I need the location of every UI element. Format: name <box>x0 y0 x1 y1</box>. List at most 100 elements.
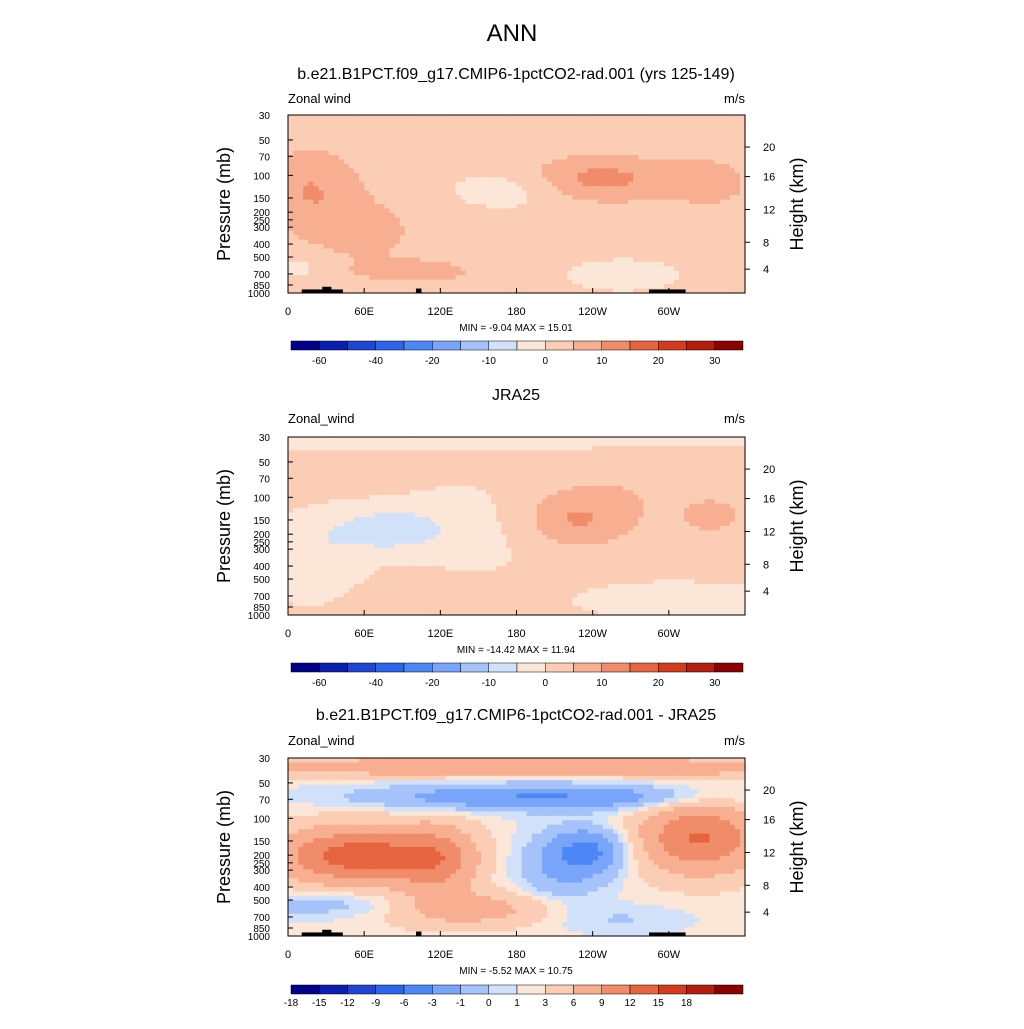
heatmap-cell <box>537 200 543 205</box>
heatmap-cell <box>613 240 619 245</box>
heatmap-cell <box>379 195 385 200</box>
heatmap-cell <box>471 455 477 460</box>
heatmap-cell <box>364 128 370 133</box>
heatmap-cell <box>359 133 365 138</box>
heatmap-cell <box>354 137 360 142</box>
heatmap-cell <box>588 262 594 267</box>
heatmap-cell <box>506 213 512 218</box>
heatmap-cell <box>735 459 741 464</box>
heatmap-cell <box>542 204 548 209</box>
heatmap-cell <box>628 240 634 245</box>
heatmap-cell <box>638 124 644 129</box>
heatmap-cell <box>532 486 538 491</box>
heatmap-cell <box>344 186 350 191</box>
heatmap-cell <box>730 124 736 129</box>
heatmap-cell <box>308 200 314 205</box>
heatmap-cell <box>572 266 578 271</box>
heatmap-cell <box>511 204 517 209</box>
heatmap-cell <box>725 486 731 491</box>
heatmap-cell <box>334 459 340 464</box>
heatmap-cell <box>659 446 665 451</box>
heatmap-cell <box>638 160 644 165</box>
heatmap-cell <box>649 160 655 165</box>
heatmap-cell <box>654 482 660 487</box>
heatmap-cell <box>384 133 390 138</box>
heatmap-cell <box>664 486 670 491</box>
heatmap-cell <box>461 133 467 138</box>
heatmap-cell <box>679 455 685 460</box>
heatmap-cell <box>517 253 523 258</box>
heatmap-cell <box>298 455 304 460</box>
heatmap-cell <box>547 240 553 245</box>
heatmap-cell <box>603 249 609 254</box>
heatmap-cell <box>318 213 324 218</box>
heatmap-cell <box>689 177 695 182</box>
heatmap-cell <box>308 133 314 138</box>
heatmap-cell <box>511 441 517 446</box>
heatmap-cell <box>679 477 685 482</box>
heatmap-cell <box>293 441 299 446</box>
heatmap-cell <box>456 226 462 231</box>
heatmap-cell <box>638 284 644 289</box>
heatmap-cell <box>557 191 563 196</box>
heatmap-cell <box>298 450 304 455</box>
heatmap-cell <box>593 177 599 182</box>
heatmap-cell <box>537 446 543 451</box>
heatmap-cell <box>506 164 512 169</box>
heatmap-cell <box>405 200 411 205</box>
heatmap-cell <box>664 182 670 187</box>
heatmap-cell <box>461 266 467 271</box>
heatmap-cell <box>364 115 370 120</box>
heatmap-cell <box>593 208 599 213</box>
heatmap-cell <box>583 155 589 160</box>
heatmap-cell <box>583 468 589 473</box>
heatmap-cell <box>374 137 380 142</box>
heatmap-cell <box>674 191 680 196</box>
heatmap-cell <box>603 124 609 129</box>
heatmap-cell <box>679 464 685 469</box>
heatmap-cell <box>699 128 705 133</box>
heatmap-cell <box>699 271 705 276</box>
heatmap-cell <box>435 217 441 222</box>
heatmap-cell <box>572 477 578 482</box>
heatmap-cell <box>557 464 563 469</box>
heatmap-cell <box>633 280 639 285</box>
heatmap-cell <box>395 271 401 276</box>
heatmap-cell <box>430 284 436 289</box>
heatmap-cell <box>669 266 675 271</box>
heatmap-cell <box>466 446 472 451</box>
heatmap-cell <box>486 482 492 487</box>
heatmap-cell <box>603 173 609 178</box>
heatmap-cell <box>674 208 680 213</box>
heatmap-cell <box>400 213 406 218</box>
colorbar-swatch <box>715 341 743 350</box>
heatmap-cell <box>354 486 360 491</box>
heatmap-cell <box>303 499 309 504</box>
heatmap-cell <box>527 459 533 464</box>
heatmap-cell <box>384 177 390 182</box>
heatmap-cell <box>735 168 741 173</box>
heatmap-cell <box>725 235 731 240</box>
heatmap-cell <box>415 275 421 280</box>
heatmap-cell <box>334 486 340 491</box>
heatmap-cell <box>689 490 695 495</box>
heatmap-cell <box>709 477 715 482</box>
heatmap-cell <box>598 200 604 205</box>
heatmap-cell <box>567 173 573 178</box>
heatmap-cell <box>420 191 426 196</box>
heatmap-cell <box>476 137 482 142</box>
heatmap-cell <box>709 208 715 213</box>
heatmap-cell <box>445 253 451 258</box>
heatmap-cell <box>425 249 431 254</box>
heatmap-cell <box>400 226 406 231</box>
heatmap-cell <box>364 160 370 165</box>
heatmap-cell <box>496 244 502 249</box>
heatmap-cell <box>664 137 670 142</box>
heatmap-cell <box>593 200 599 205</box>
heatmap-cell <box>562 151 568 156</box>
heatmap-cell <box>664 249 670 254</box>
heatmap-cell <box>532 437 538 442</box>
heatmap-cell <box>583 482 589 487</box>
heatmap-cell <box>384 495 390 500</box>
heatmap-cell <box>390 486 396 491</box>
